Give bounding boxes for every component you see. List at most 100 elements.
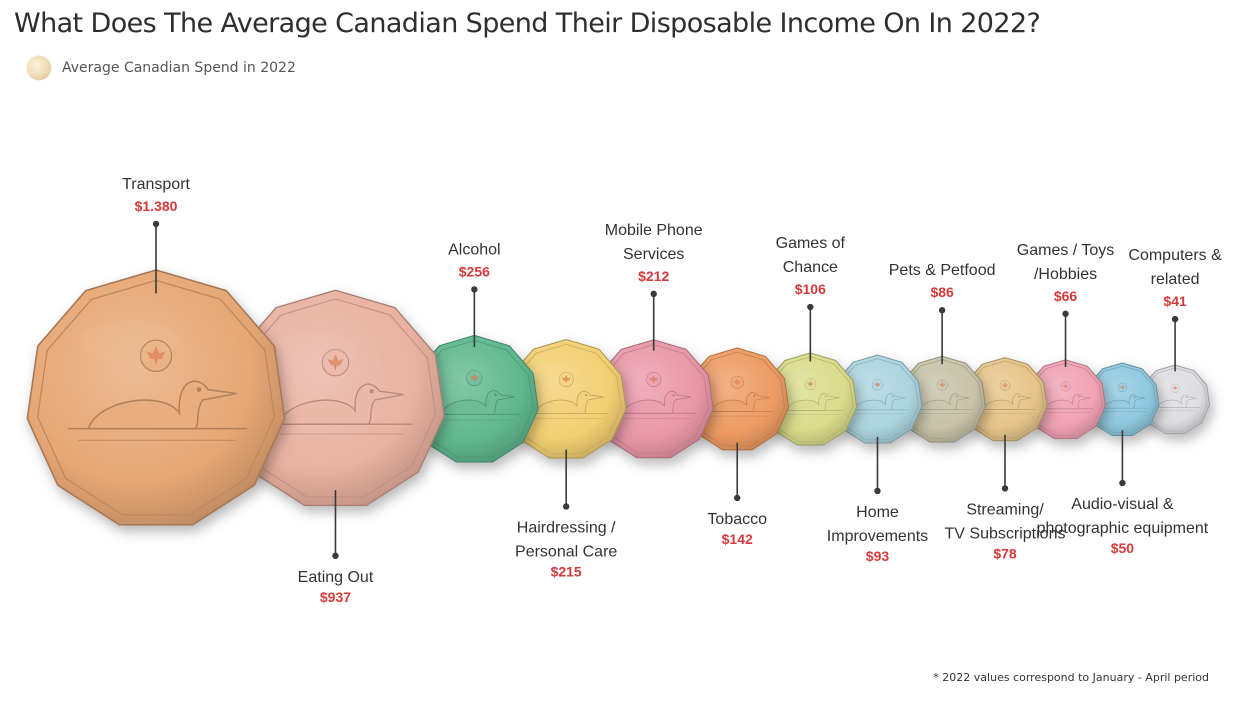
coin-loon-eye xyxy=(1133,396,1136,398)
coin-maple-leaf-icon xyxy=(1119,384,1126,391)
annotation-alcohol: $256 Alcohol xyxy=(448,241,501,348)
annotation-pets-petfood: $86 Pets & Petfood xyxy=(889,262,996,365)
data-label-category: Home xyxy=(856,504,899,521)
data-label-category: Audio-visual & xyxy=(1071,496,1174,513)
coin-loon-eye xyxy=(1078,395,1080,398)
chart-title: What Does The Average Canadian Spend The… xyxy=(14,8,1041,39)
coin-gloss xyxy=(436,360,486,382)
leader-dot xyxy=(332,552,339,560)
coin-home-improvements xyxy=(832,354,923,444)
annotation-transport: $1.380 Transport xyxy=(122,176,191,294)
coin-loon-icon xyxy=(1044,393,1091,410)
coin-loon-eye xyxy=(891,395,894,398)
coin-eating-out xyxy=(226,289,445,507)
coin-maple-leaf-icon xyxy=(1001,382,1009,389)
coin-gloss xyxy=(916,373,951,388)
leader-dot xyxy=(562,503,570,510)
leader-dot xyxy=(152,220,160,228)
leader-dot xyxy=(1062,310,1069,317)
coin-loon-eye xyxy=(1018,395,1020,398)
data-label-category: TV Subscriptions xyxy=(945,525,1066,542)
coin-maple-leaf-icon xyxy=(1062,383,1069,390)
coin-gloss xyxy=(1154,378,1182,390)
coin-rim xyxy=(36,279,276,516)
legend-label: Average Canadian Spend in 2022 xyxy=(62,60,296,76)
data-label-category: photographic equipment xyxy=(1037,520,1209,537)
leader-dot xyxy=(874,487,881,495)
coin-maple-leaf-icon xyxy=(649,375,659,385)
coin-gloss xyxy=(618,363,665,383)
data-label-category: Pets & Petfood xyxy=(889,262,996,279)
coin-alcohol xyxy=(409,334,539,463)
data-label-category: Eating Out xyxy=(298,569,374,586)
data-label-value: $66 xyxy=(1054,288,1078,304)
data-label-value: $1.380 xyxy=(135,198,178,214)
coin-gloss xyxy=(80,320,180,363)
leader-dot xyxy=(1001,485,1009,492)
data-label-value: $256 xyxy=(459,263,490,279)
data-label-category: Computers & xyxy=(1128,247,1222,264)
coin-loon-icon xyxy=(1102,394,1146,409)
coin-gloss xyxy=(707,368,747,385)
data-label-value: $78 xyxy=(993,545,1017,561)
leader-dot xyxy=(1171,315,1179,323)
coin-loon-eye xyxy=(494,393,497,396)
data-label-value: $937 xyxy=(320,589,351,605)
data-label-value: $106 xyxy=(795,281,826,297)
annotation-games-of-chance: $106 Games of Chance xyxy=(776,235,846,362)
data-label-category: Hairdressing / xyxy=(517,519,616,536)
coin-loon-eye xyxy=(369,389,374,394)
leader-dot xyxy=(807,303,814,311)
coin-loon-eye xyxy=(1185,396,1188,399)
coin-loon-icon xyxy=(982,393,1032,410)
coin-loon-icon xyxy=(918,393,970,410)
coin-hairdressing-personal-care xyxy=(505,339,627,459)
coin-maple-leaf-icon xyxy=(327,354,344,371)
coin-gloss xyxy=(531,363,578,383)
coin-streaming-tv-subscriptions xyxy=(962,357,1048,442)
coin-gloss xyxy=(1042,375,1073,389)
leader-dot xyxy=(650,290,657,298)
data-label-value: $212 xyxy=(638,268,669,284)
coin-gloss xyxy=(271,333,356,369)
coin-loon-icon xyxy=(785,392,840,411)
coin-maple-leaf-icon xyxy=(146,346,166,366)
coin-mobile-phone-services xyxy=(593,339,714,459)
footnote: * 2022 values correspond to January - Ap… xyxy=(933,671,1209,684)
data-label-value: $142 xyxy=(722,531,753,547)
annotation-eating-out: Eating Out $937 xyxy=(298,490,374,605)
data-label-category: Streaming/ xyxy=(966,501,1044,518)
legend-coin-icon xyxy=(27,56,51,80)
coin-maple-leaf-icon xyxy=(874,381,881,389)
coin-loon-icon xyxy=(440,390,515,415)
data-label-value: $86 xyxy=(930,284,954,300)
coin-tobacco xyxy=(685,347,790,451)
coin-loon-icon xyxy=(1156,394,1197,408)
data-label-category: Personal Care xyxy=(515,543,617,560)
annotation-hairdressing-personal-care: Hairdressing / Personal Care $215 xyxy=(515,449,617,579)
data-label-category: Mobile Phone xyxy=(605,222,703,239)
coin-loon-eye xyxy=(672,394,675,397)
coin-maple-leaf-icon xyxy=(938,381,946,389)
coin-gloss xyxy=(851,372,886,387)
coin-loon-icon xyxy=(277,383,404,425)
data-label-value: $50 xyxy=(1111,540,1135,556)
data-label-category: Alcohol xyxy=(448,241,500,258)
annotation-mobile-phone-services: $212 Mobile Phone Services xyxy=(605,222,703,351)
annotation-home-improvements: Home Improvements $93 xyxy=(827,436,928,564)
data-label-value: $41 xyxy=(1163,293,1187,309)
legend: Average Canadian Spend in 2022 xyxy=(27,55,296,81)
data-label-category: related xyxy=(1151,271,1200,288)
coin-loon-eye xyxy=(955,395,958,398)
coin-pets-petfood xyxy=(898,355,986,443)
coin-gloss xyxy=(783,371,819,387)
data-label-category: Chance xyxy=(783,259,838,276)
coin-maple-leaf-icon xyxy=(1172,385,1178,391)
data-label-value: $215 xyxy=(551,563,582,579)
annotation-audio-visual-photographic-equipment: Audio-visual & photographic equipment $50 xyxy=(1037,430,1209,556)
coin-maple-leaf-icon xyxy=(469,373,480,383)
annotation-computers-related: $41 Computers & related xyxy=(1128,247,1222,372)
coin-loon-icon xyxy=(534,390,604,414)
data-label-category: /Hobbies xyxy=(1034,266,1097,283)
